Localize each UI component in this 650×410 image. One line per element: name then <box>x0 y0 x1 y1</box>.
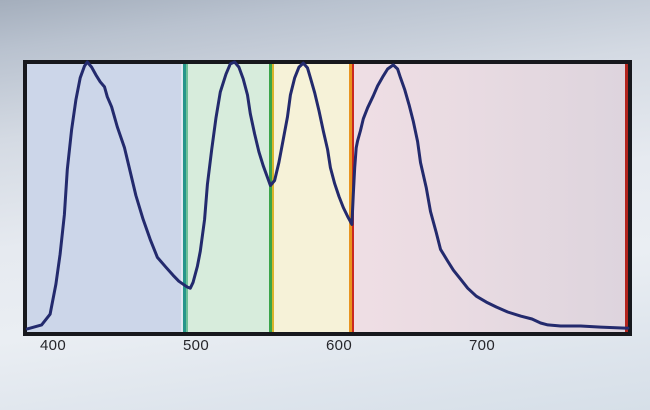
spectrum-curve-layer <box>25 60 630 331</box>
band-boundary-line <box>180 64 184 332</box>
band-boundary-line <box>271 64 275 332</box>
green-band <box>184 64 272 332</box>
band-boundary-line <box>185 64 189 332</box>
x-axis-tick-label: 400 <box>40 337 66 354</box>
band-boundary-line <box>349 64 352 332</box>
spectrum-curve <box>25 60 630 331</box>
red-band <box>351 64 628 332</box>
band-boundary-line <box>183 64 186 332</box>
color-bands-layer <box>27 64 628 332</box>
band-boundary-line <box>269 64 272 332</box>
chart-frame <box>23 60 632 336</box>
x-axis-tick-label: 700 <box>469 337 495 354</box>
x-axis-tick-label: 600 <box>326 337 352 354</box>
band-boundary-line <box>625 64 628 332</box>
blue-band <box>27 64 185 332</box>
x-axis-tick-label: 500 <box>183 337 209 354</box>
